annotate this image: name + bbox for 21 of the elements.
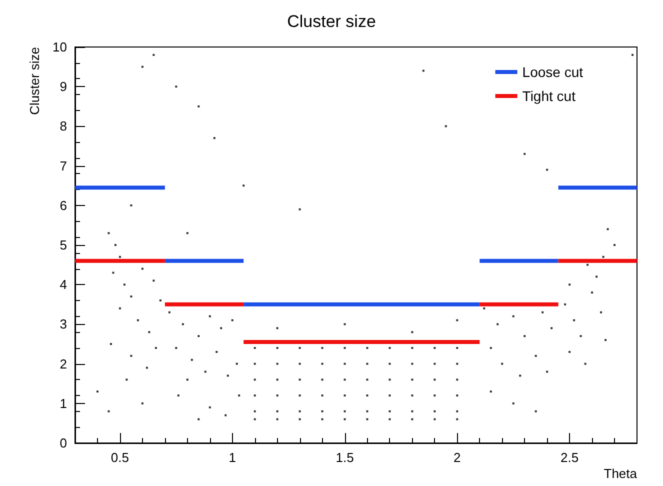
y-tick-label: 2 <box>60 356 67 372</box>
y-axis-title: Cluster size <box>27 46 42 115</box>
x-tick-label: 2 <box>454 450 461 465</box>
y-tick-label: 4 <box>60 277 67 292</box>
y-tick-label: 10 <box>52 40 67 54</box>
x-tick-label: 1 <box>228 450 236 465</box>
y-tick-label: 8 <box>60 118 67 134</box>
legend-label: Tight cut <box>522 88 576 104</box>
legend-label: Loose cut <box>522 64 584 80</box>
y-tick-label: 7 <box>60 158 67 174</box>
x-tick-label: 2.5 <box>560 450 579 465</box>
x-tick-label: 1.5 <box>336 450 354 465</box>
y-tick-label: 6 <box>60 198 67 213</box>
x-axis-title: Theta <box>604 466 638 481</box>
y-tick-label: 3 <box>60 316 67 332</box>
y-tick-label: 0 <box>60 436 67 450</box>
x-tick-label: 0.5 <box>110 450 129 465</box>
y-tick-label: 9 <box>60 79 67 94</box>
chart-title: Cluster size <box>287 12 376 31</box>
y-tick-label: 1 <box>60 396 67 411</box>
y-tick-label: 5 <box>60 238 67 252</box>
